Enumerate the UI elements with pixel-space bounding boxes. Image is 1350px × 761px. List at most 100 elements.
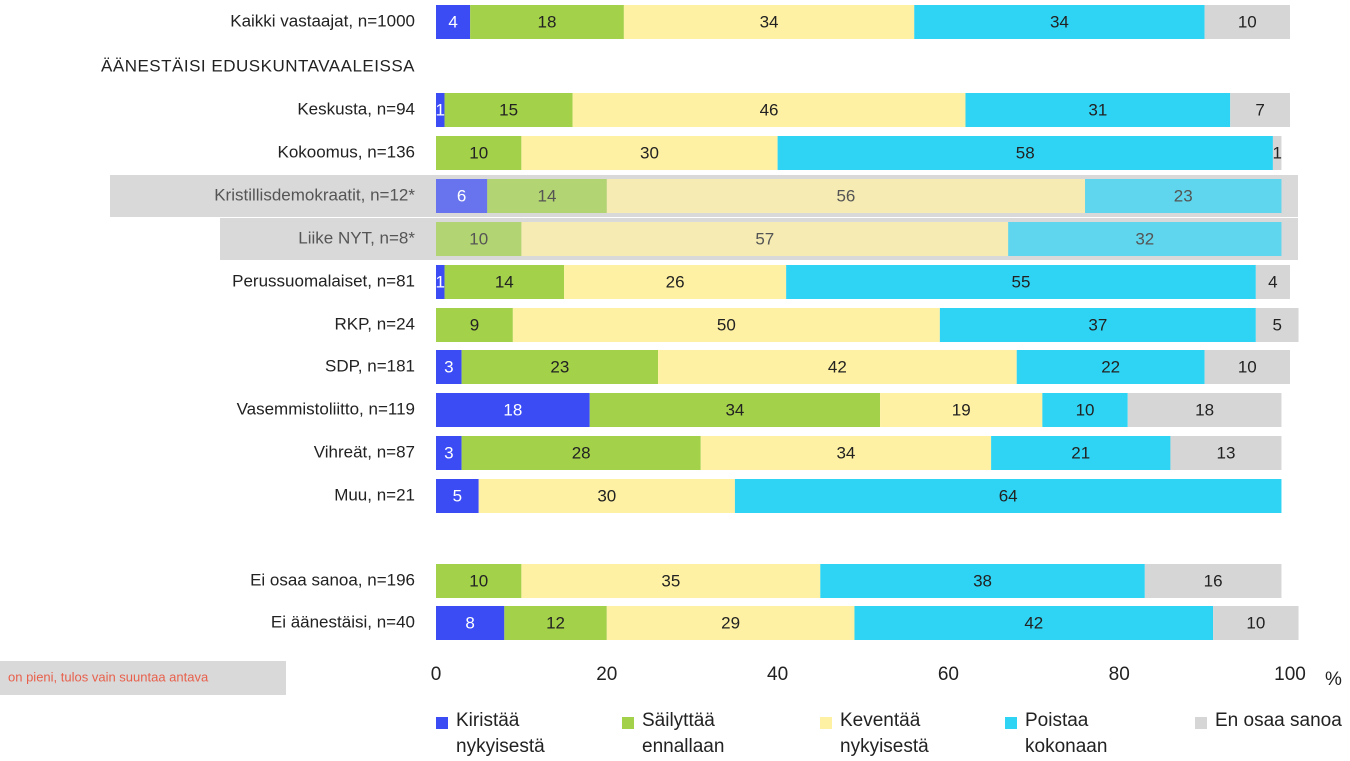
data-label: 10 bbox=[1246, 613, 1265, 632]
data-label: 5 bbox=[1272, 315, 1281, 334]
data-label: 37 bbox=[1088, 315, 1107, 334]
data-label: 38 bbox=[973, 571, 992, 590]
data-label: 10 bbox=[1076, 400, 1095, 419]
bar-segment bbox=[777, 136, 1273, 170]
data-label: 10 bbox=[469, 571, 488, 590]
bar-segment bbox=[854, 606, 1214, 640]
data-label: 4 bbox=[1268, 272, 1277, 291]
legend-label: Kiristää nykyisestä bbox=[456, 710, 545, 757]
bar-segment bbox=[939, 308, 1256, 342]
data-label: 58 bbox=[1016, 143, 1035, 162]
data-label: 18 bbox=[1195, 400, 1214, 419]
data-label: 7 bbox=[1255, 100, 1264, 119]
data-label: 5 bbox=[453, 486, 462, 505]
bar-segment bbox=[461, 350, 659, 384]
data-label: 64 bbox=[999, 486, 1018, 505]
data-label: 18 bbox=[538, 12, 557, 31]
x-tick-label: 0 bbox=[431, 664, 442, 685]
x-tick-label: 40 bbox=[767, 664, 788, 685]
bar-segment bbox=[1085, 179, 1282, 213]
data-label: 57 bbox=[755, 229, 774, 248]
legend-swatch bbox=[820, 717, 832, 729]
bar-segment bbox=[1170, 436, 1282, 470]
category-label: RKP, n=24 bbox=[334, 314, 415, 333]
legend-entry: Säilyttää ennallaan bbox=[622, 708, 772, 760]
group-label: ÄÄNESTÄISI EDUSKUNTAVAALEISSA bbox=[101, 56, 415, 75]
chart: on pieni, tulos vain suuntaa antava % ÄÄ… bbox=[0, 5, 1342, 695]
bar-segment bbox=[461, 436, 701, 470]
bar-segment bbox=[700, 436, 992, 470]
data-label: 50 bbox=[717, 315, 736, 334]
bar-segment bbox=[436, 308, 513, 342]
data-label: 56 bbox=[836, 186, 855, 205]
bar-segment bbox=[965, 93, 1231, 127]
bar-segment bbox=[1255, 265, 1290, 299]
category-label: SDP, n=181 bbox=[325, 356, 415, 375]
category-label: Perussuomalaiset, n=81 bbox=[232, 271, 415, 290]
data-label: 55 bbox=[1012, 272, 1031, 291]
category-label: Liike NYT, n=8* bbox=[298, 228, 415, 247]
data-label: 21 bbox=[1071, 443, 1090, 462]
bar-segment bbox=[606, 606, 855, 640]
data-label: 13 bbox=[1216, 443, 1235, 462]
x-tick-label: 100 bbox=[1274, 664, 1306, 685]
data-label: 29 bbox=[721, 613, 740, 632]
legend-swatch bbox=[436, 717, 448, 729]
data-label: 28 bbox=[572, 443, 591, 462]
footnote-box bbox=[0, 661, 286, 695]
bar-segment bbox=[1272, 136, 1282, 170]
footnote: on pieni, tulos vain suuntaa antava bbox=[8, 669, 209, 684]
data-label: 10 bbox=[469, 143, 488, 162]
category-label: Ei äänestäisi, n=40 bbox=[271, 612, 415, 631]
data-label: 12 bbox=[546, 613, 565, 632]
bar-segment bbox=[436, 265, 445, 299]
bar-segment bbox=[436, 350, 462, 384]
legend-entry: Keventää nykyisestä bbox=[820, 708, 970, 760]
category-label: Vasemmistoliitto, n=119 bbox=[237, 399, 415, 418]
bar-segment bbox=[436, 93, 445, 127]
bar-segment bbox=[880, 393, 1043, 427]
data-label: 32 bbox=[1135, 229, 1154, 248]
category-label: Muu, n=21 bbox=[334, 485, 415, 504]
data-label: 6 bbox=[457, 186, 466, 205]
data-label: 4 bbox=[448, 12, 457, 31]
data-label: 34 bbox=[760, 12, 779, 31]
data-label: 18 bbox=[503, 400, 522, 419]
bar-segment bbox=[564, 265, 787, 299]
bar-segment bbox=[436, 436, 462, 470]
bar-segment bbox=[1016, 350, 1205, 384]
data-label: 10 bbox=[1238, 12, 1257, 31]
data-label: 8 bbox=[465, 613, 474, 632]
category-label: Kristillisdemokraatit, n=12* bbox=[214, 185, 415, 204]
bar-segment bbox=[786, 265, 1256, 299]
x-tick-label: 20 bbox=[596, 664, 617, 685]
bar-segment bbox=[521, 222, 1009, 256]
bar-segment bbox=[1230, 93, 1290, 127]
data-label: 34 bbox=[1050, 12, 1069, 31]
x-unit: % bbox=[1325, 669, 1342, 690]
data-label: 1 bbox=[436, 100, 445, 119]
category-label: Kokoomus, n=136 bbox=[277, 142, 415, 161]
legend-swatch bbox=[1195, 717, 1207, 729]
bar-segment bbox=[1213, 606, 1299, 640]
data-label: 1 bbox=[1272, 143, 1281, 162]
bar-segment bbox=[436, 393, 590, 427]
bar-segment bbox=[436, 606, 505, 640]
data-label: 31 bbox=[1088, 100, 1107, 119]
bar-segment bbox=[478, 479, 735, 513]
bar-segment bbox=[1144, 564, 1282, 598]
data-label: 3 bbox=[444, 443, 453, 462]
bar-segment bbox=[623, 5, 915, 39]
legend-label: Keventää nykyisestä bbox=[840, 710, 929, 757]
data-label: 35 bbox=[661, 571, 680, 590]
bar-segment bbox=[658, 350, 1017, 384]
bar-segment bbox=[914, 5, 1205, 39]
bar-segment bbox=[444, 93, 573, 127]
legend-label: Säilyttää ennallaan bbox=[642, 710, 725, 757]
data-label: 23 bbox=[1174, 186, 1193, 205]
data-label: 19 bbox=[952, 400, 971, 419]
x-tick-label: 60 bbox=[938, 664, 959, 685]
data-label: 10 bbox=[1238, 357, 1257, 376]
bar-segment bbox=[436, 179, 488, 213]
